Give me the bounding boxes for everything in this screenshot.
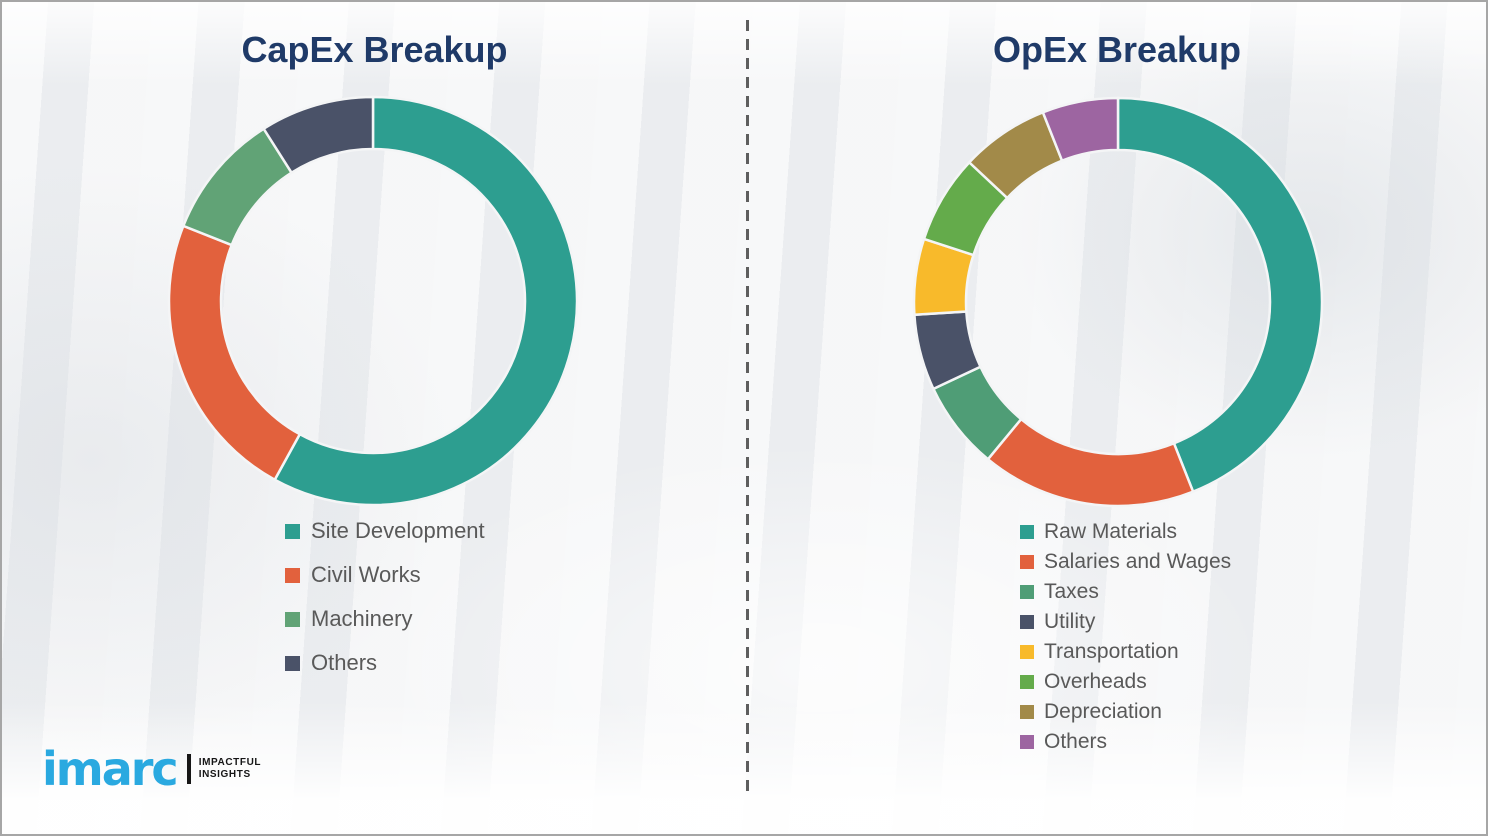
imarc-logo-tagline: IMPACTFUL INSIGHTS [199,757,261,781]
legend-item-others: Others [1020,727,1231,757]
imarc-logo-text: imarc [42,742,179,796]
legend-item-raw-materials: Raw Materials [1020,517,1231,547]
panel-divider-dashed-line [746,20,749,792]
legend-label: Machinery [311,606,413,631]
legend-item-taxes: Taxes [1020,577,1231,607]
opex-donut-chart [912,96,1324,508]
legend-swatch-taxes [1020,585,1034,599]
capex-segment-others [261,95,375,175]
legend-label: Civil Works [311,562,421,587]
legend-swatch-depreciation [1020,705,1034,719]
legend-label: Others [311,650,378,675]
legend-item-overheads: Overheads [1020,667,1231,697]
opex-segment-salaries-and-wages [986,417,1195,508]
legend-label: Utility [1044,610,1096,633]
capex-legend: Site Development Civil Works Machinery Othe… [285,509,485,685]
capex-chart-title: CapEx Breakup [241,29,508,70]
legend-label: Taxes [1044,580,1099,603]
legend-item-machinery: Machinery [285,597,485,641]
capex-segment-civil-works [167,224,302,482]
legend-item-salaries-and-wages: Salaries and Wages [1020,547,1231,577]
legend-item-utility: Utility [1020,607,1231,637]
legend-item-depreciation: Depreciation [1020,697,1231,727]
legend-swatch-salaries-and-wages [1020,555,1034,569]
capex-segment-site-development [273,95,579,507]
legend-label: Depreciation [1044,700,1162,723]
opex-segment-raw-materials [1116,96,1324,494]
legend-label: Raw Materials [1044,520,1178,543]
opex-legend: Raw Materials Salaries and Wages Taxes Util… [1020,517,1231,757]
capex-donut-chart [167,95,579,507]
legend-swatch-raw-materials [1020,525,1034,539]
legend-label: Overheads [1044,670,1147,693]
legend-label: Site Development [311,518,485,543]
legend-swatch-utility [1020,615,1034,629]
legend-label: Transportation [1044,640,1179,663]
legend-swatch-site-development [285,523,300,539]
legend-swatch-civil-works [285,567,300,583]
tagline-line-1: IMPACTFUL [198,757,262,768]
legend-item-others: Others [285,641,485,685]
legend-item-site-development: Site Development [285,509,485,553]
legend-item-transportation: Transportation [1020,637,1231,667]
legend-swatch-overheads [1020,675,1034,689]
tagline-line-2: INSIGHTS [198,769,251,780]
legend-swatch-transportation [1020,645,1034,659]
imarc-logo: imarc IMPACTFUL INSIGHTS [42,740,261,798]
legend-swatch-others [1020,735,1034,749]
opex-segment-others [1041,96,1120,163]
legend-swatch-others [285,655,300,671]
legend-swatch-machinery [285,611,300,627]
legend-label: Salaries and Wages [1044,550,1232,573]
legend-item-civil-works: Civil Works [285,553,485,597]
legend-label: Others [1044,730,1108,753]
opex-chart-title: OpEx Breakup [992,29,1242,70]
imarc-logo-divider-bar [186,754,191,784]
